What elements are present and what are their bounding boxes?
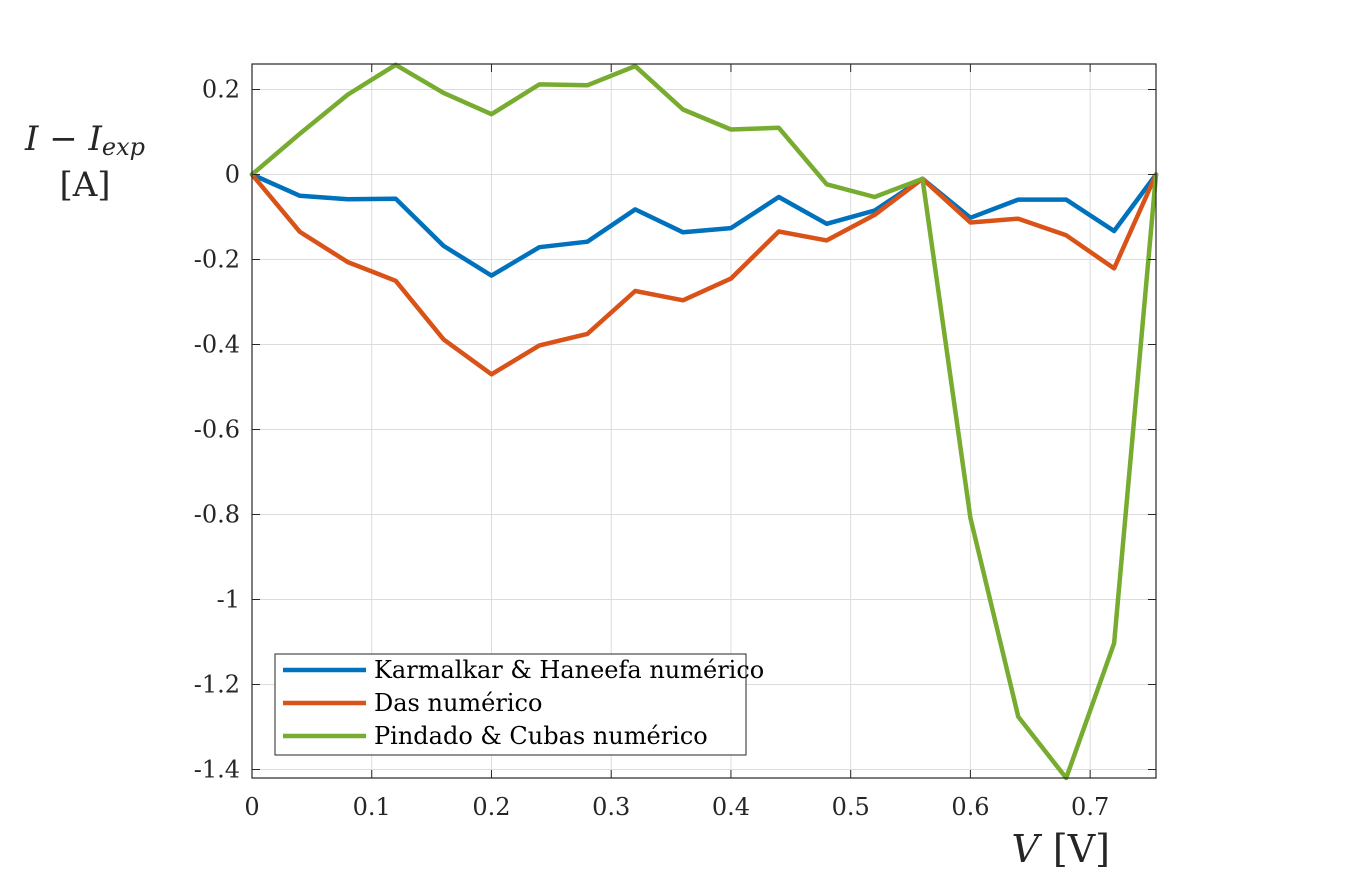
legend-label-0: Karmalkar & Haneefa numérico [374, 656, 764, 684]
x-tick-label: 0.6 [951, 793, 989, 821]
legend-label-2: Pindado & Cubas numérico [374, 722, 708, 750]
y-tick-label: -0.4 [194, 331, 240, 359]
y-tick-label: -0.8 [194, 501, 240, 529]
x-tick-label: 0.5 [832, 793, 870, 821]
x-tick-label: 0.1 [353, 793, 391, 821]
y-tick-label: -0.6 [194, 416, 240, 444]
series-line-0 [249, 172, 1159, 278]
x-tick-labels: 0 0.1 0.2 0.3 0.4 0.5 0.6 0.7 [244, 793, 1109, 821]
y-tick-label: -0.2 [194, 246, 240, 274]
x-tick-label: 0.7 [1071, 793, 1109, 821]
y-tick-label: 0.2 [202, 76, 240, 104]
x-axis-label: V [V] [1011, 827, 1110, 871]
x-tick-label: 0.3 [592, 793, 630, 821]
ticks [251, 64, 1156, 778]
series-line-2 [249, 62, 1159, 781]
series-group [249, 62, 1159, 781]
y-axis-label-base: I − I [24, 119, 103, 159]
y-tick-labels: 0.2 0 -0.2 -0.4 -0.6 -0.8 -1 -1.2 -1.4 [194, 76, 240, 784]
plot-frame [251, 63, 1157, 779]
x-tick-label: 0.4 [712, 793, 750, 821]
y-tick-label: 0 [225, 161, 240, 189]
y-axis-label-unit: [A] [59, 165, 110, 205]
legend: Karmalkar & Haneefa numérico Das numéric… [274, 653, 764, 756]
x-axis-label-var: V [1011, 827, 1042, 871]
y-axis-label-sub: exp [102, 133, 145, 161]
x-tick-label: 0.2 [472, 793, 510, 821]
y-axis-label: I − Iexp [24, 119, 145, 161]
x-axis-label-unit: [V] [1053, 827, 1110, 871]
y-tick-label: -1 [217, 586, 240, 614]
x-tick-label: 0 [244, 793, 259, 821]
legend-label-1: Das numérico [374, 689, 542, 717]
y-tick-label: -1.4 [194, 756, 240, 784]
series-line-1 [249, 172, 1159, 377]
y-tick-label: -1.2 [194, 671, 240, 699]
